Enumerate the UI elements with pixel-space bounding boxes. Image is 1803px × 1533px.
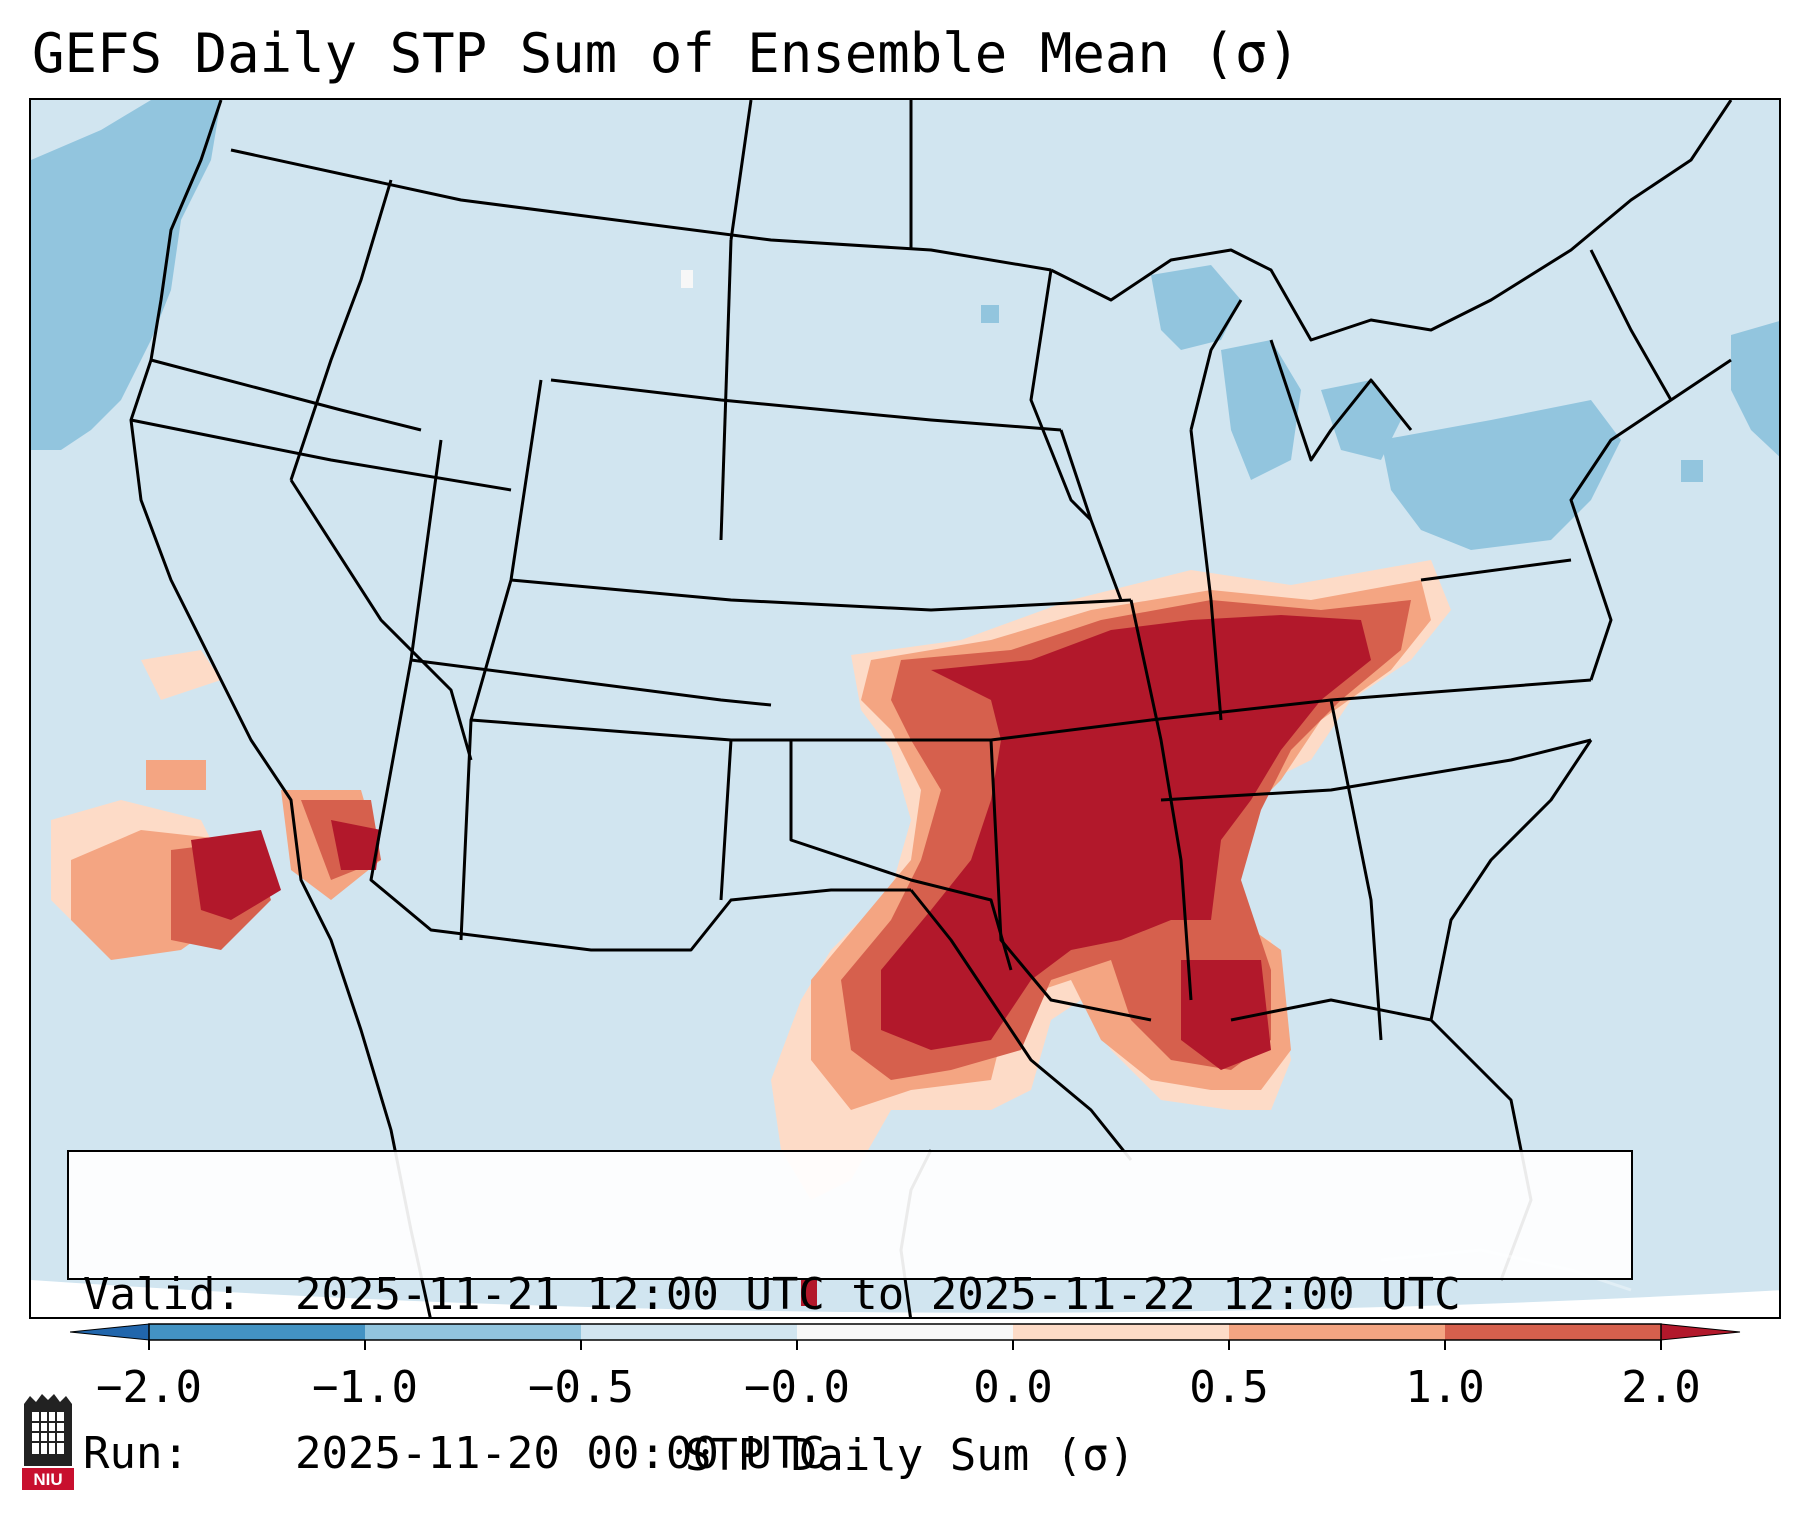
idaho-west-border (289, 179, 393, 481)
colorbar-tick-label: 1.0 (1405, 1362, 1485, 1413)
atlantic-negative-area (1731, 321, 1779, 457)
colorbar-label: STP Daily Sum (σ) (684, 1430, 1136, 1481)
pacific-northwest-negative-area (31, 100, 221, 450)
colorbar-tick-label: 2.0 (1621, 1362, 1701, 1413)
colorbar-bin (365, 1324, 581, 1340)
gulf-positive-max (1181, 960, 1271, 1070)
logo-window-grid (32, 1412, 64, 1454)
atlantic-coast-south (1429, 739, 1593, 1021)
colorbar-tick-label: −1.0 (312, 1362, 418, 1413)
oregon-california-border (130, 418, 512, 492)
colorbar-bin (1445, 1324, 1661, 1340)
arizona-border (369, 439, 512, 942)
colorbar-extend-max (1660, 1323, 1741, 1341)
chart-title: GEFS Daily STP Sum of Ensemble Mean (σ) (32, 22, 1300, 85)
colorbar-bin (797, 1324, 1013, 1340)
nevada-border (289, 479, 473, 761)
colorbar-ticks (148, 1340, 1662, 1350)
montana-dakota-border (729, 100, 753, 241)
colorbar (70, 1323, 1741, 1350)
colorbar-bin (1013, 1324, 1229, 1340)
colorbar-tick-label: −0.0 (744, 1362, 850, 1413)
run-row: Run: 2025-11-20 00:00 UTC (83, 1427, 1617, 1480)
south-dakota-nebraska-border (550, 378, 1062, 432)
validity-info-box: Valid: 2025-11-21 12:00 UTC to 2025-11-22… (67, 1150, 1633, 1479)
colorbar-bin (581, 1324, 797, 1340)
valid-row: Valid: 2025-11-21 12:00 UTC to 2025-11-22… (83, 1268, 1617, 1321)
pennsylvania-border (1420, 558, 1572, 582)
neutral-cell (681, 270, 693, 288)
logo-text: NIU (33, 1470, 62, 1489)
pacific-northwest-negative-cell (123, 150, 153, 178)
wyoming-dakota-border (719, 239, 733, 541)
yucatan-positive-max-cell (801, 1280, 817, 1306)
us-mexico-border (510, 888, 911, 952)
new-mexico-texas-border (719, 739, 733, 901)
lake-superior-negative-area (1151, 265, 1241, 350)
oklahoma-kansas-border (470, 718, 1152, 742)
run-value: 2025-11-20 00:00 UTC (295, 1428, 825, 1479)
colorbar-tick-label: 0.5 (1189, 1362, 1269, 1413)
colorbar-outline (148, 1323, 1662, 1341)
texas-gulf-coast (909, 889, 1133, 1161)
colorbar-tick-label: −2.0 (96, 1362, 202, 1413)
map-panel (29, 98, 1781, 1319)
northeast-negative-area (1381, 400, 1621, 550)
colorbar-bins (70, 1323, 1741, 1341)
valid-value: 2025-11-21 12:00 UTC to 2025-11-22 12:00… (295, 1269, 1461, 1320)
utah-colorado-border (459, 379, 543, 941)
tennessee-south-border (1160, 738, 1592, 802)
atlantic-negative-cell (1681, 460, 1703, 482)
illinois-indiana-border (1189, 429, 1223, 721)
colorbar-bin (1229, 1324, 1445, 1340)
socal-positive-mid-cell (146, 760, 206, 790)
logo-badge (22, 1468, 74, 1490)
lake-michigan-west-shore (1189, 299, 1243, 431)
oregon-washington-border (150, 358, 422, 432)
colorbar-tick-label: 0.0 (973, 1362, 1053, 1413)
texas-oklahoma-border (789, 740, 1013, 971)
sonora-positive-max (331, 820, 381, 870)
alabama-georgia-border (1329, 699, 1383, 1041)
louisiana-arkansas-border (989, 739, 1152, 1022)
kansas-nebraska-border (510, 578, 1132, 612)
forecast-map (31, 100, 1779, 1317)
valid-label: Valid: (83, 1269, 242, 1320)
us-canada-border-east (1050, 100, 1733, 342)
niu-university-logo-icon: NIU (22, 1394, 74, 1490)
new-england-border (1589, 249, 1673, 401)
lake-michigan-negative-area (1221, 340, 1301, 480)
minnesota-negative-cell (981, 305, 999, 323)
utah-arizona-border (410, 658, 772, 707)
boundary-lines (129, 100, 1733, 1317)
minnesota-wisconsin-border (1029, 269, 1093, 522)
southern-california-halo (141, 650, 221, 700)
us-canada-border-west (230, 148, 1052, 272)
run-label: Run: (83, 1428, 189, 1479)
baja-positive-max (191, 830, 281, 920)
colorbar-tick-label: −0.5 (528, 1362, 634, 1413)
michigan-shore (1269, 339, 1413, 462)
colorbar-bin (149, 1324, 365, 1340)
pacific-coastline (129, 100, 432, 1317)
colorbar-extend-min (70, 1323, 150, 1341)
negative-anomaly-areas (31, 100, 1779, 550)
